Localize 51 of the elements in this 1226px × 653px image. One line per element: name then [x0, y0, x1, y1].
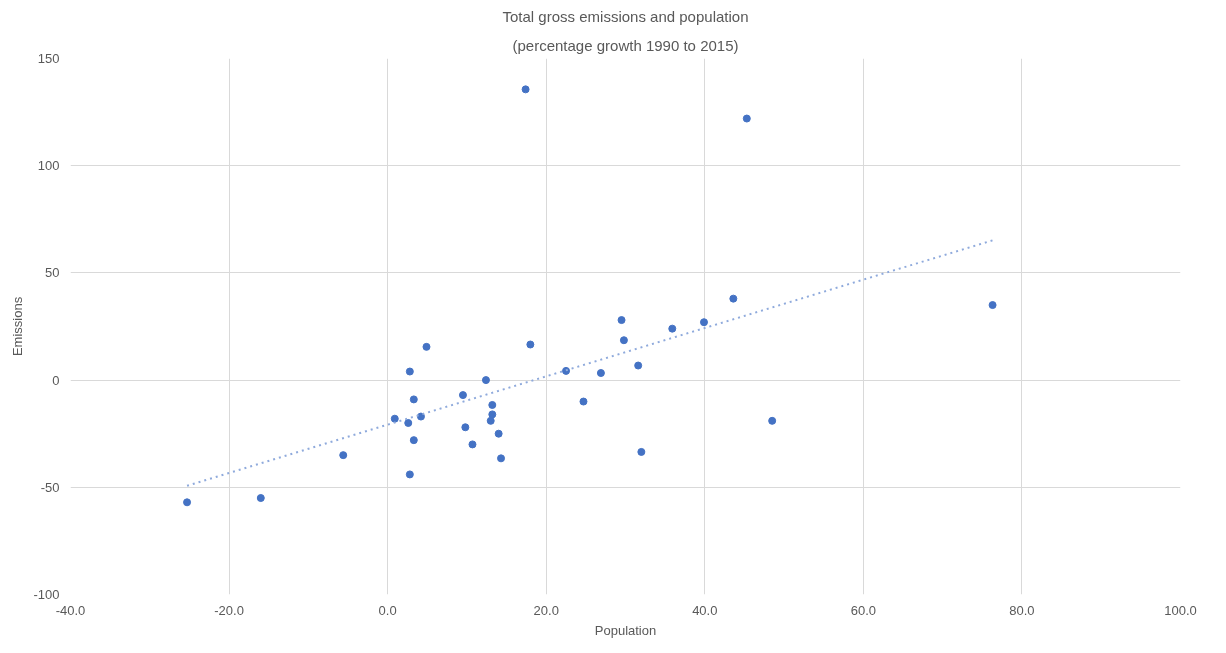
- x-tick-label: 80.0: [1009, 602, 1035, 618]
- x-tick-label: 60.0: [850, 602, 877, 618]
- chart-title: Total gross emissions and population: [502, 7, 749, 25]
- point: [526, 340, 535, 349]
- y-tick-label: -100: [33, 587, 60, 602]
- point: [405, 470, 414, 479]
- point: [183, 498, 192, 507]
- point: [405, 367, 414, 376]
- y-tick-label: 150: [37, 51, 60, 66]
- point: [742, 114, 751, 123]
- y-tick-label: 50: [45, 265, 60, 281]
- y-tick-label: -50: [40, 479, 60, 495]
- x-tick-label: -20.0: [214, 602, 244, 618]
- x-tick-label: 40.0: [692, 602, 718, 618]
- point: [468, 440, 477, 449]
- point: [339, 451, 348, 460]
- point: [579, 397, 588, 406]
- point: [668, 324, 677, 333]
- x-axis-title: Population: [594, 622, 657, 638]
- x-tick-label: 100.0: [1164, 602, 1197, 618]
- point: [596, 369, 605, 378]
- point: [409, 395, 418, 404]
- point: [256, 494, 265, 503]
- point: [422, 342, 431, 351]
- point: [409, 436, 418, 445]
- point: [988, 301, 997, 310]
- chart-subtitle: (percentage growth 1990 to 2015): [512, 36, 739, 54]
- x-tick-label: -40.0: [55, 602, 86, 618]
- point: [486, 416, 495, 425]
- x-tick-label: 20.0: [533, 602, 559, 618]
- point: [521, 85, 530, 94]
- x-tick-label: 0.0: [378, 602, 397, 618]
- point: [768, 416, 777, 425]
- point: [390, 414, 399, 423]
- point: [729, 294, 738, 303]
- y-tick-label: 100: [37, 158, 60, 174]
- point: [617, 316, 626, 325]
- point: [404, 418, 413, 427]
- y-axis-title: Emissions: [10, 296, 26, 357]
- point: [488, 410, 497, 419]
- point: [634, 361, 643, 370]
- point: [481, 376, 490, 385]
- point: [619, 336, 628, 345]
- point: [497, 454, 506, 463]
- point: [458, 391, 467, 400]
- point: [637, 447, 646, 456]
- point: [461, 423, 470, 432]
- point: [488, 400, 497, 409]
- point: [699, 318, 708, 327]
- y-tick-label: 0: [52, 372, 60, 388]
- point: [494, 429, 503, 438]
